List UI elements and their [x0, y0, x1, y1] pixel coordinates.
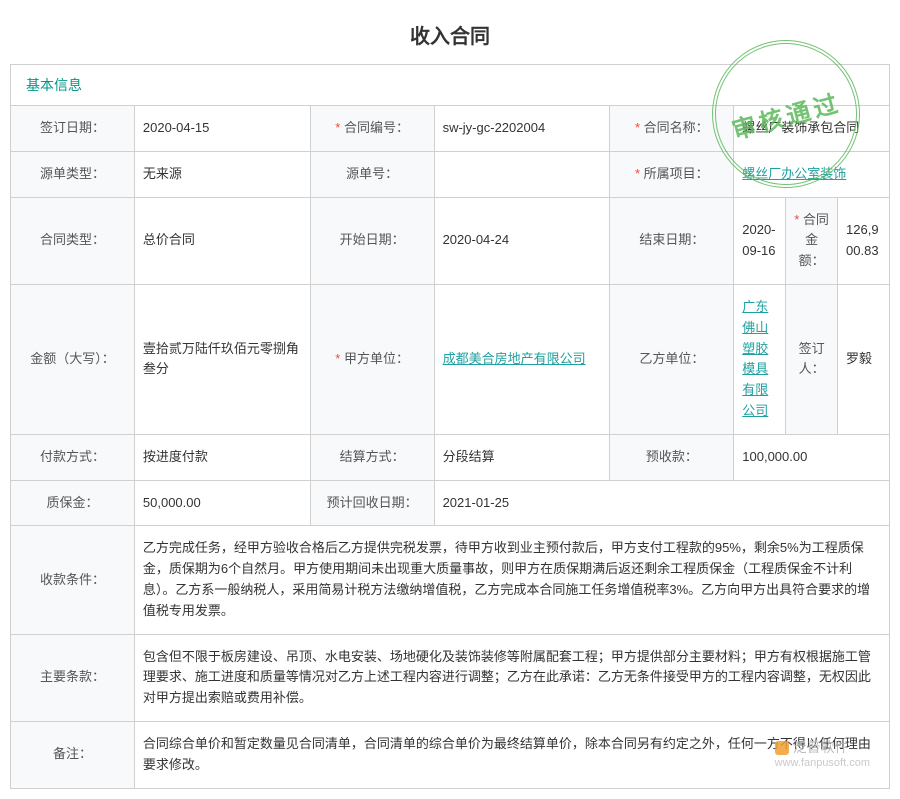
- label-main-terms: 主要条款：: [11, 634, 135, 721]
- value-settle-method: 分段结算: [434, 434, 610, 480]
- watermark: 泛普软件 www.fanpusoft.com: [775, 737, 870, 769]
- label-project: 所属项目：: [635, 166, 709, 181]
- value-deposit: 50,000.00: [134, 480, 310, 526]
- label-settle-method: 结算方式：: [310, 434, 434, 480]
- label-amount: 合同金额：: [794, 212, 829, 269]
- value-sign-date: 2020-04-15: [134, 106, 310, 152]
- label-party-b: 乙方单位：: [610, 284, 734, 434]
- value-recover-date: 2021-01-25: [434, 480, 889, 526]
- label-source-type: 源单类型：: [11, 151, 135, 197]
- page-title: 收入合同: [10, 20, 890, 49]
- value-pay-method: 按进度付款: [134, 434, 310, 480]
- label-pay-terms: 收款条件：: [11, 526, 135, 634]
- section-header: 基本信息: [10, 64, 890, 105]
- value-start-date: 2020-04-24: [434, 197, 610, 284]
- value-source-no: [434, 151, 610, 197]
- label-party-a: 甲方单位：: [335, 351, 409, 366]
- contract-form: 收入合同 审核通过 基本信息 签订日期： 2020-04-15 合同编号： sw…: [10, 20, 890, 789]
- link-party-b[interactable]: 广东佛山塑胶模具有限公司: [742, 299, 768, 418]
- value-contract-type: 总价合同: [134, 197, 310, 284]
- value-pay-terms: 乙方完成任务，经甲方验收合格后乙方提供完税发票，待甲方收到业主预付款后，甲方支付…: [134, 526, 889, 634]
- watermark-icon: [775, 741, 789, 755]
- label-signer: 签订人：: [786, 284, 838, 434]
- info-table: 签订日期： 2020-04-15 合同编号： sw-jy-gc-2202004 …: [10, 105, 890, 789]
- value-prepay: 100,000.00: [734, 434, 890, 480]
- value-contract-no: sw-jy-gc-2202004: [434, 106, 610, 152]
- label-source-no: 源单号：: [310, 151, 434, 197]
- link-party-a[interactable]: 成都美合房地产有限公司: [443, 351, 586, 366]
- watermark-name: 泛普软件: [793, 739, 849, 755]
- value-main-terms: 包含但不限于板房建设、吊顶、水电安装、场地硬化及装饰装修等附属配套工程；甲方提供…: [134, 634, 889, 721]
- label-end-date: 结束日期：: [610, 197, 734, 284]
- label-prepay: 预收款：: [610, 434, 734, 480]
- value-source-type: 无来源: [134, 151, 310, 197]
- label-recover-date: 预计回收日期：: [310, 480, 434, 526]
- label-contract-type: 合同类型：: [11, 197, 135, 284]
- value-end-date: 2020-09-16: [734, 197, 786, 284]
- label-start-date: 开始日期：: [310, 197, 434, 284]
- watermark-url: www.fanpusoft.com: [775, 757, 870, 769]
- link-project[interactable]: 螺丝厂办公室装饰: [742, 166, 846, 181]
- label-amount-cn: 金额（大写）：: [11, 284, 135, 434]
- label-pay-method: 付款方式：: [11, 434, 135, 480]
- label-deposit: 质保金：: [11, 480, 135, 526]
- value-contract-name: 螺丝厂装饰承包合同: [734, 106, 890, 152]
- label-contract-no: 合同编号：: [335, 120, 409, 135]
- label-remarks: 备注：: [11, 721, 135, 788]
- value-amount-cn: 壹拾贰万陆仟玖佰元零捌角叁分: [134, 284, 310, 434]
- value-amount: 126,900.83: [838, 197, 890, 284]
- label-sign-date: 签订日期：: [11, 106, 135, 152]
- label-contract-name: 合同名称：: [635, 120, 709, 135]
- value-signer: 罗毅: [838, 284, 890, 434]
